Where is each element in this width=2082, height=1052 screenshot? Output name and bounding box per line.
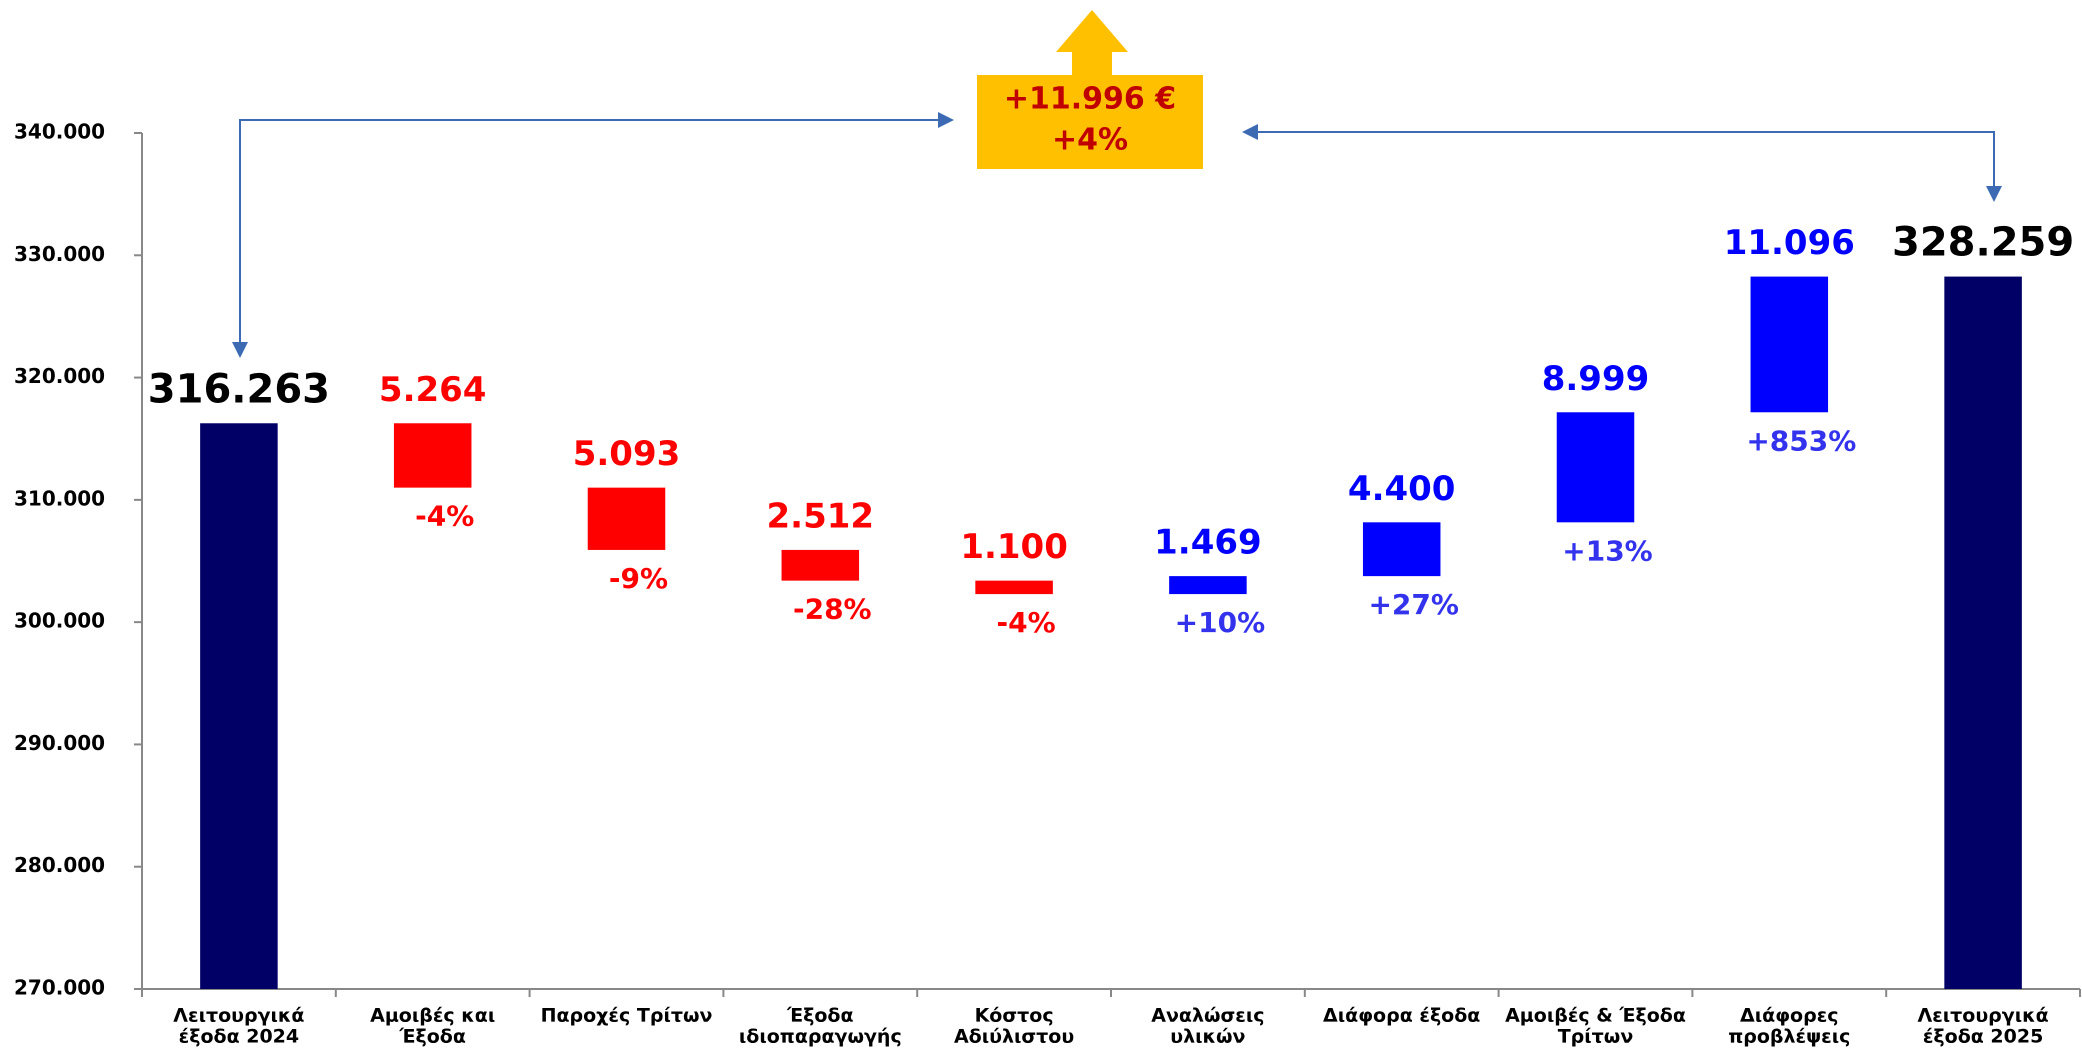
bar xyxy=(1362,522,1441,577)
y-tick-label: 330.000 xyxy=(14,242,105,266)
annotation-text: +4% xyxy=(1052,123,1128,158)
x-tick-label: έξοδα 2025 xyxy=(1923,1026,2043,1048)
x-tick-label: Κόστος xyxy=(975,1005,1054,1027)
y-tick-label: 290.000 xyxy=(14,731,105,755)
percent-label: -28% xyxy=(793,593,872,626)
arrowhead xyxy=(938,112,954,128)
bar xyxy=(200,423,278,989)
x-tick-label: Λειτουργικά xyxy=(173,1005,304,1027)
y-tick-label: 310.000 xyxy=(14,486,105,510)
bar xyxy=(587,487,666,550)
x-tick-label: έξοδα 2024 xyxy=(179,1026,299,1048)
up-arrow xyxy=(1056,10,1128,76)
percent-label: +10% xyxy=(1175,606,1265,639)
y-tick-label: 270.000 xyxy=(14,976,105,1000)
y-tick-label: 300.000 xyxy=(14,609,105,633)
value-label: 2.512 xyxy=(767,496,875,536)
percent-label: -4% xyxy=(997,606,1056,639)
value-label: 328.259 xyxy=(1892,220,2074,266)
y-tick-label: 320.000 xyxy=(14,364,105,388)
value-label: 8.999 xyxy=(1542,359,1650,399)
value-label: 1.100 xyxy=(960,527,1068,567)
bar xyxy=(1556,412,1635,523)
annotation-box xyxy=(977,75,1203,169)
value-label: 11.096 xyxy=(1724,223,1855,263)
y-tick-label: 280.000 xyxy=(14,853,105,877)
x-tick-label: Τρίτων xyxy=(1558,1026,1634,1048)
percent-label: +13% xyxy=(1562,534,1652,567)
value-label: 316.263 xyxy=(148,366,330,412)
annotation-text: +11.996 € xyxy=(1004,82,1176,117)
x-tick-label: Αμοιβές και xyxy=(370,1005,495,1027)
value-label: 5.093 xyxy=(573,434,681,474)
x-tick-label: Διάφορες xyxy=(1740,1005,1839,1027)
x-tick-label: Αναλώσεις xyxy=(1151,1005,1264,1027)
percent-label: +853% xyxy=(1746,424,1856,457)
connector-right xyxy=(1250,131,1995,190)
x-tick-label: Έξοδα xyxy=(398,1026,465,1048)
bar xyxy=(1169,576,1247,595)
value-label: 4.400 xyxy=(1348,469,1456,509)
connector-left xyxy=(239,119,940,345)
arrowhead xyxy=(1986,186,2002,202)
percent-label: -9% xyxy=(609,562,668,595)
x-tick-label: ιδιοπαραγωγής xyxy=(739,1026,902,1048)
y-tick-label: 340.000 xyxy=(14,120,105,144)
connectors xyxy=(239,119,1995,345)
x-tick-label: Αδιύλιστου xyxy=(954,1026,1074,1048)
arrowhead xyxy=(1242,124,1258,140)
x-tick-label: Παροχές Τρίτων xyxy=(541,1005,713,1027)
x-tick-label: υλικών xyxy=(1170,1026,1245,1048)
value-label: 5.264 xyxy=(379,370,487,410)
bar xyxy=(1750,276,1829,413)
bar xyxy=(393,423,472,488)
bar xyxy=(781,549,860,581)
value-label: 1.469 xyxy=(1154,523,1262,563)
bar xyxy=(1944,276,2022,989)
arrowhead xyxy=(232,342,248,358)
bar xyxy=(975,580,1053,595)
percent-label: +27% xyxy=(1368,588,1458,621)
x-tick-label: Έξοδα xyxy=(786,1005,853,1027)
x-tick-label: Διάφορα έξοδα xyxy=(1323,1005,1480,1027)
x-tick-label: Λειτουργικά xyxy=(1917,1005,2048,1027)
x-tick-label: Αμοιβές & Έξοδα xyxy=(1505,1005,1686,1027)
percent-label: -4% xyxy=(415,500,474,533)
arrowheads xyxy=(232,112,2002,358)
x-tick-label: προβλέψεις xyxy=(1728,1026,1850,1048)
